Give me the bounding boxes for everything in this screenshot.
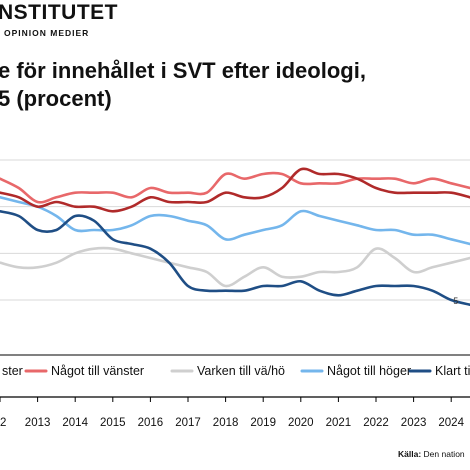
x-tick-label-2020: 2020	[288, 417, 314, 429]
x-tick-label-2024: 2024	[438, 417, 464, 429]
series-lines	[0, 167, 470, 306]
legend-label-4: Klart till	[435, 364, 470, 378]
source-text: Den nation	[423, 449, 465, 459]
x-tick-label-2023: 2023	[401, 417, 427, 429]
logo-tagline: OPINION MEDIER	[4, 28, 90, 38]
x-tick-label-2014: 2014	[62, 417, 88, 429]
x-tick-label-2017: 2017	[175, 417, 201, 429]
series-line-4	[0, 210, 470, 306]
series-line-3	[0, 196, 470, 246]
legend: ster Något till vänster Varken till vä/hö N…	[2, 364, 470, 378]
x-tick-label-2016: 2016	[138, 417, 164, 429]
chart-title-line-2: 5 (procent)	[0, 86, 112, 111]
legend-label-1: Något till vänster	[51, 364, 144, 378]
chart-title-line-1: e för innehållet i SVT efter ideologi,	[0, 58, 366, 83]
x-tick-label-2013: 2013	[25, 417, 51, 429]
series-line-1	[0, 171, 470, 204]
chart-title: e för innehållet i SVT efter ideologi, 5…	[0, 57, 366, 113]
x-tick-label-2021: 2021	[326, 417, 352, 429]
end-value-label: 5	[453, 296, 458, 306]
source-note: Källa: Den nation	[398, 449, 465, 459]
x-tick-label-12: 12	[0, 417, 6, 429]
x-axis-ticks: 12 2013 2014 2015 2016 2017 2018 2019 2020 2021 20…	[0, 397, 465, 429]
series-line-2	[0, 246, 470, 288]
source-label: Källa:	[398, 449, 422, 459]
logo-wordmark: NSTITUTET	[0, 1, 118, 24]
legend-label-3: Något till höger	[327, 364, 411, 378]
x-tick-label-2018: 2018	[213, 417, 239, 429]
x-tick-label-2019: 2019	[250, 417, 276, 429]
legend-label-2: Varken till vä/hö	[197, 364, 285, 378]
x-tick-label-2022: 2022	[363, 417, 389, 429]
series-line-0	[0, 167, 470, 213]
x-tick-label-2015: 2015	[100, 417, 126, 429]
legend-label-0: ster	[2, 364, 23, 378]
